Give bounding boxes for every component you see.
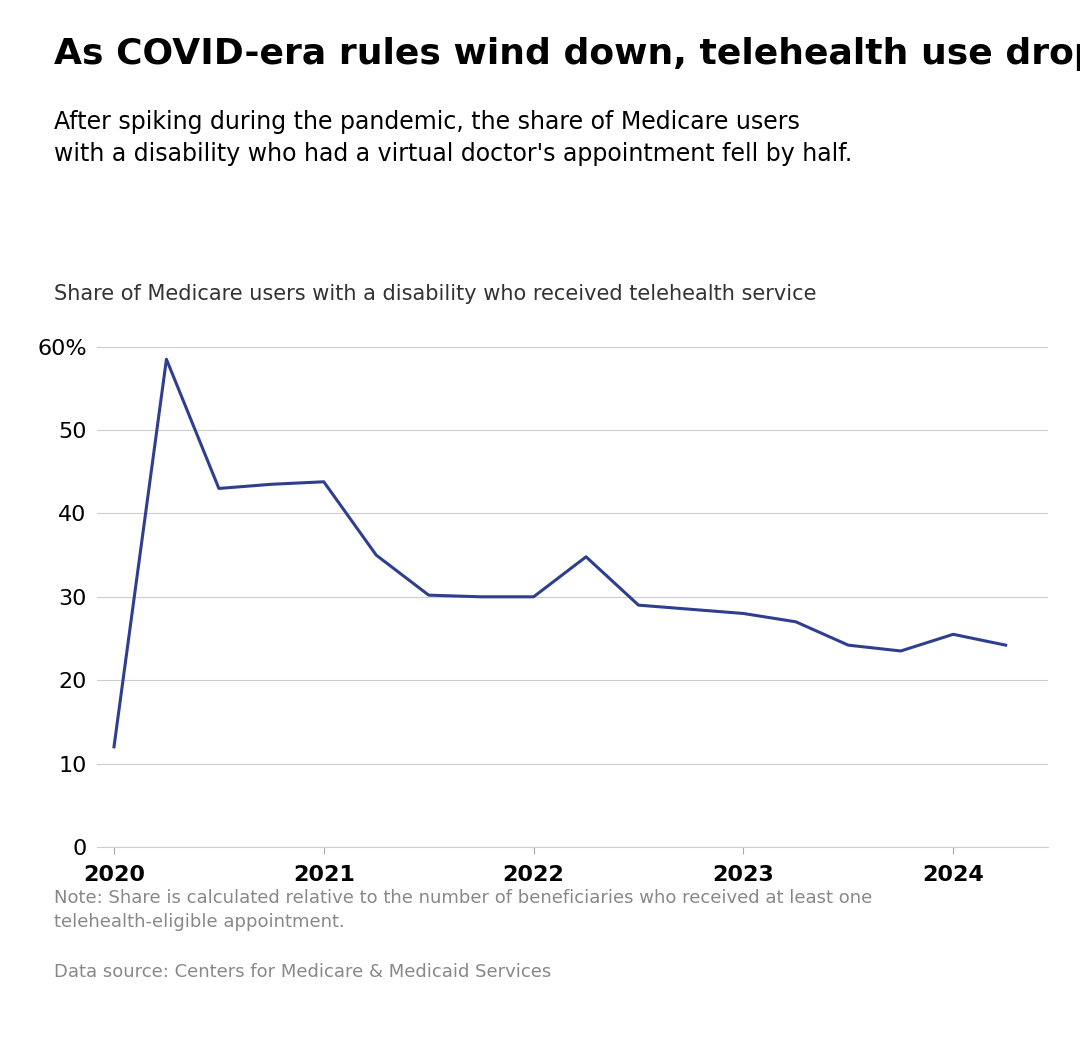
Text: Share of Medicare users with a disability who received telehealth service: Share of Medicare users with a disabilit… (54, 284, 816, 304)
Text: As COVID-era rules wind down, telehealth use drops: As COVID-era rules wind down, telehealth… (54, 37, 1080, 70)
Text: Note: Share is calculated relative to the number of beneficiaries who received a: Note: Share is calculated relative to th… (54, 889, 873, 931)
Text: Data source: Centers for Medicare & Medicaid Services: Data source: Centers for Medicare & Medi… (54, 963, 551, 980)
Text: After spiking during the pandemic, the share of Medicare users
with a disability: After spiking during the pandemic, the s… (54, 110, 852, 166)
